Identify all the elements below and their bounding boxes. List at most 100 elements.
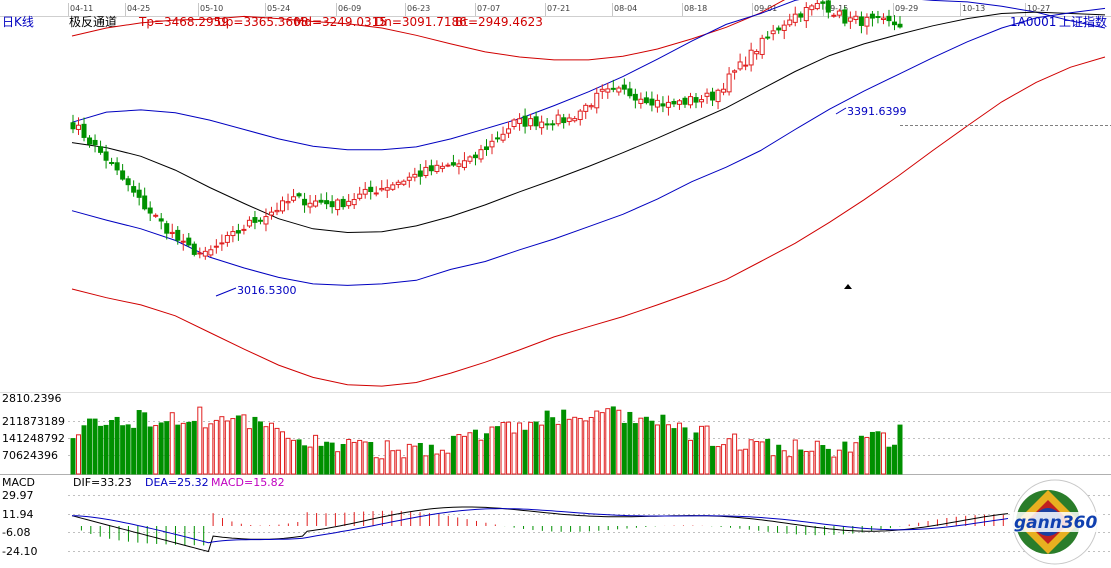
candle-body	[324, 200, 330, 205]
date-label: 04-25	[127, 4, 150, 13]
candle-body	[114, 162, 120, 171]
candle-body	[572, 118, 578, 122]
logo-text: gann360	[1014, 513, 1098, 533]
volume-bar	[274, 427, 280, 475]
candle-body	[125, 178, 131, 186]
volume-bar	[710, 445, 716, 475]
candle-body	[687, 96, 693, 106]
volume-bar	[886, 446, 892, 475]
volume-bar	[621, 422, 627, 475]
volume-bar	[186, 421, 192, 475]
date-axis: 04-11 04-25 05-10 05-24 06-09 06-23 07-07 07-21…	[68, 3, 1050, 16]
candle-body	[528, 118, 534, 127]
candle-body	[649, 98, 655, 106]
volume-bar	[439, 449, 445, 475]
candle-body	[230, 231, 236, 237]
gann360-logo: gann360	[1010, 479, 1102, 565]
volume-bar	[484, 433, 489, 475]
candle-body	[180, 240, 186, 243]
candle-body	[450, 162, 456, 166]
volume-bar	[412, 445, 418, 475]
candle-body	[594, 92, 600, 109]
volume-bar	[142, 412, 148, 475]
cursor-marker	[844, 284, 852, 289]
volume-bar	[98, 425, 104, 475]
candle-body	[511, 119, 517, 127]
volume-bar	[754, 441, 760, 475]
volume-bar	[472, 429, 478, 475]
candle-body	[566, 117, 572, 123]
volume-bar	[511, 432, 517, 475]
volume-bar	[528, 421, 534, 475]
candle-body	[98, 146, 104, 153]
macd-lines	[71, 506, 1009, 553]
volume-bar	[136, 410, 142, 475]
period-label: 日K线	[2, 15, 34, 29]
volume-bar	[671, 428, 677, 475]
volume-bar	[395, 449, 401, 475]
volume-bar	[583, 420, 589, 475]
candle-body	[335, 199, 341, 211]
candle-body	[610, 87, 616, 90]
candle-body	[809, 5, 815, 11]
volume-bar	[632, 423, 638, 475]
candle-body	[280, 200, 286, 212]
volume-bar	[539, 424, 545, 475]
candle-body	[263, 216, 269, 225]
volume-bar	[500, 421, 506, 475]
candle-body	[880, 17, 886, 21]
volume-bar	[362, 441, 368, 475]
volume-bar	[897, 424, 903, 475]
volume-bar	[131, 427, 137, 475]
candle-body	[853, 15, 859, 20]
candle-body	[693, 97, 699, 103]
candle-body	[191, 243, 197, 255]
candle-body	[533, 116, 539, 127]
candle-body	[401, 180, 407, 185]
candle-body	[765, 36, 771, 39]
volume-bar	[329, 442, 335, 475]
candle-body	[246, 219, 252, 227]
candle-body	[81, 123, 87, 138]
volume-label-top: 2810.2396	[2, 392, 62, 405]
symbol-code: 1A0001	[1010, 15, 1056, 29]
candle-body	[704, 92, 710, 97]
volume-bar	[522, 429, 528, 475]
candle-body	[302, 198, 308, 206]
volume-bar	[660, 414, 666, 475]
candle-body	[770, 30, 776, 35]
candle-body	[500, 133, 506, 141]
candle-body	[296, 193, 302, 197]
candle-body	[847, 17, 853, 22]
macd-dea: DEA=25.32	[145, 476, 209, 489]
volume-bar	[787, 456, 793, 475]
up-value: Up=3365.3608	[217, 15, 308, 29]
volume-bar	[693, 432, 699, 475]
volume-bar	[202, 427, 208, 475]
volume-bar	[450, 435, 456, 475]
volume-bar	[285, 437, 291, 475]
low-pointer	[215, 287, 237, 297]
date-label: 08-18	[684, 4, 707, 13]
volume-bar	[224, 420, 230, 475]
candle-body	[241, 228, 247, 231]
candle-body	[748, 49, 754, 66]
volume-bar	[869, 431, 875, 475]
volume-bar	[158, 422, 164, 475]
volume-bar	[390, 450, 396, 475]
candle-body	[423, 166, 429, 177]
candle-body	[798, 13, 804, 18]
candle-body	[522, 115, 528, 127]
dn-value: Dn=3091.7186	[375, 15, 467, 29]
candle-body	[274, 209, 280, 213]
volume-bar	[230, 418, 236, 475]
macd-dif: DIF=33.23	[73, 476, 132, 489]
volume-bar	[588, 416, 594, 475]
volume-bar	[379, 458, 385, 475]
volume-bar	[241, 414, 247, 475]
candle-body	[699, 99, 705, 103]
candle-body	[891, 21, 897, 26]
candle-body	[213, 245, 219, 248]
volume-bar	[169, 412, 175, 475]
date-label: 05-10	[200, 4, 223, 13]
